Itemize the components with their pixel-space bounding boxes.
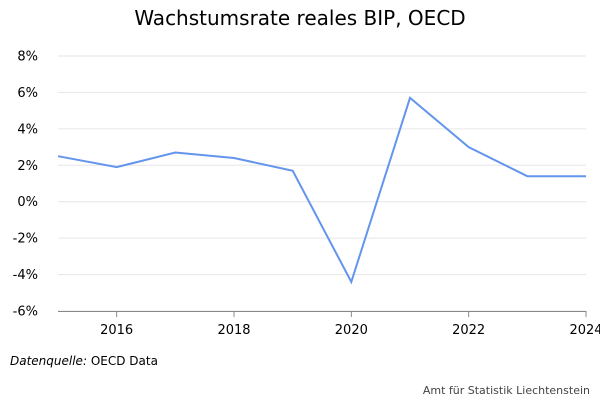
series-lines [57, 96, 587, 285]
y-tick-label: 6% [17, 86, 38, 101]
data-source: Datenquelle: OECD Data [10, 354, 158, 368]
data-point [585, 175, 587, 177]
data-point [409, 97, 411, 99]
data-source-value: OECD Data [90, 354, 158, 368]
series-line [57, 96, 586, 285]
data-point [292, 170, 294, 172]
axes [58, 311, 587, 317]
data-point [57, 155, 59, 157]
data-point [233, 157, 235, 159]
y-tick-label: 4% [17, 122, 38, 137]
data-point [350, 281, 352, 283]
x-tick-label: 2024 [569, 323, 600, 338]
data-point [116, 166, 118, 168]
data-point [174, 152, 176, 154]
y-tick-label: -4% [13, 268, 38, 283]
data-source-label: Datenquelle: [10, 354, 87, 368]
chart-title: Wachstumsrate reales BIP, OECD [134, 6, 466, 30]
x-tick-label: 2020 [335, 323, 368, 338]
y-tick-labels: 8% 6% 4% 2% 0% -2% -4% -6% [13, 50, 38, 320]
x-tick-label: 2022 [452, 323, 485, 338]
y-tick-label: 0% [17, 195, 38, 210]
data-point [468, 146, 470, 148]
y-tick-label: 8% [17, 50, 38, 65]
y-tick-label: 2% [17, 159, 38, 174]
y-tick-label: -6% [13, 305, 38, 320]
y-tick-label: -2% [13, 232, 38, 247]
x-tick-label: 2018 [217, 323, 250, 338]
grid-lines [58, 55, 586, 312]
x-tick-label: 2016 [100, 323, 133, 338]
data-point [526, 175, 528, 177]
x-tick-labels: 2016 2018 2020 2022 2024 [100, 323, 600, 338]
publisher-credit: Amt für Statistik Liechtenstein [422, 384, 590, 397]
